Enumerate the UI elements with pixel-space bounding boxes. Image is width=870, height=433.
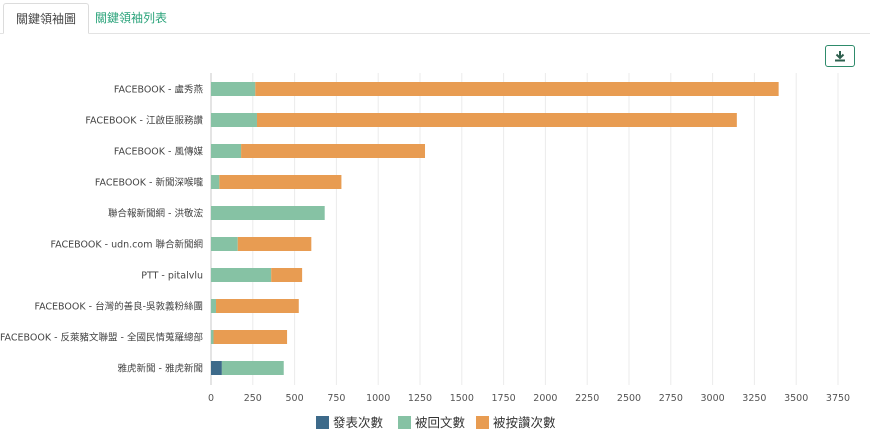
- x-tick-label: 1500: [450, 393, 474, 404]
- bar-segment[interactable]: [211, 237, 238, 251]
- bars: [211, 82, 779, 375]
- download-icon: [835, 51, 845, 62]
- legend-swatch[interactable]: [398, 416, 411, 429]
- bar-segment[interactable]: [213, 330, 288, 344]
- legend: 發表次數 被回文數 被按讚次數: [316, 415, 556, 430]
- category-label: FACEBOOK - 新聞深喉嚨: [95, 177, 204, 189]
- bar-segment[interactable]: [211, 361, 222, 375]
- x-tick-label: 750: [327, 393, 345, 404]
- bar-segment[interactable]: [211, 82, 256, 96]
- bar-segment[interactable]: [211, 144, 242, 158]
- bar-segment[interactable]: [216, 299, 299, 313]
- legend-label[interactable]: 被按讚次數: [493, 415, 556, 430]
- x-tick-label: 2750: [659, 393, 683, 404]
- bar-segment[interactable]: [221, 361, 284, 375]
- category-label: FACEBOOK - 台灣的善良-吳敦義粉絲團: [35, 301, 204, 313]
- legend-swatch[interactable]: [476, 416, 489, 429]
- bar-segment[interactable]: [211, 299, 217, 313]
- x-tick-label: 1250: [408, 393, 432, 404]
- bar-segment[interactable]: [211, 330, 214, 344]
- bar-segment[interactable]: [211, 175, 220, 189]
- x-tick-label: 3750: [826, 393, 850, 404]
- bar-segment[interactable]: [241, 144, 426, 158]
- x-tick-label: 2000: [533, 393, 557, 404]
- bar-segment[interactable]: [211, 206, 325, 220]
- bar-segment[interactable]: [256, 113, 737, 127]
- x-tick-label: 2500: [617, 393, 641, 404]
- category-label: FACEBOOK - 江啟臣服務讚: [85, 115, 203, 127]
- x-tick-label: 3500: [784, 393, 808, 404]
- category-label: FACEBOOK - 反萊豬文聯盟 - 全國民情蒐羅總部: [0, 332, 203, 344]
- bar-segment[interactable]: [237, 237, 312, 251]
- category-label: FACEBOOK - 盧秀燕: [114, 84, 204, 96]
- bar-segment[interactable]: [211, 268, 272, 282]
- bar-segment[interactable]: [271, 268, 303, 282]
- tab-leader-chart[interactable]: 關鍵領袖圖: [3, 3, 90, 34]
- legend-label[interactable]: 被回文數: [415, 415, 466, 430]
- bar-segment[interactable]: [211, 113, 257, 127]
- x-tick-label: 2250: [575, 393, 599, 404]
- tab-bar: 關鍵領袖圖 關鍵領袖列表: [0, 0, 870, 34]
- legend-swatch[interactable]: [316, 416, 329, 429]
- category-label: FACEBOOK - udn.com 聯合新聞網: [51, 239, 203, 251]
- x-tick-label: 1750: [492, 393, 516, 404]
- x-tick-label: 1000: [366, 393, 390, 404]
- x-tick-label: 3250: [742, 393, 766, 404]
- x-tick-label: 250: [244, 393, 262, 404]
- category-label: 雅虎新聞 - 雅虎新聞: [118, 363, 203, 375]
- x-tick-label: 500: [286, 393, 304, 404]
- tab-leader-list[interactable]: 關鍵領袖列表: [95, 11, 168, 25]
- download-button[interactable]: [825, 45, 855, 67]
- category-label: 聯合報新聞網 - 洪敬浤: [108, 208, 203, 220]
- bar-segment[interactable]: [219, 175, 342, 189]
- category-labels: FACEBOOK - 盧秀燕 FACEBOOK - 江啟臣服務讚 FACEBOOK …: [0, 84, 203, 375]
- category-label: PTT - pitalvlu: [141, 271, 203, 282]
- x-tick-label: 0: [208, 393, 214, 404]
- x-tick-label: 3000: [701, 393, 725, 404]
- bar-segment[interactable]: [255, 82, 779, 96]
- x-axis-ticks: 0 250 500 750 1000 1250 1500 1750 2000 2250 2500 27…: [208, 393, 850, 404]
- legend-label[interactable]: 發表次數: [333, 415, 384, 430]
- category-label: FACEBOOK - 風傳媒: [114, 146, 204, 158]
